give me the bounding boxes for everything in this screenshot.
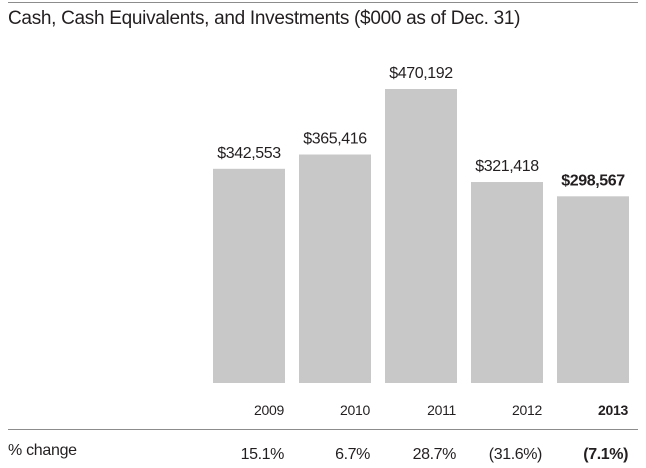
bar-2013 xyxy=(557,196,629,383)
percent-change-2010: 6.7% xyxy=(335,446,370,463)
top-rule xyxy=(8,2,638,3)
value-label-2010: $365,416 xyxy=(303,131,367,148)
percent-change-2009: 15.1% xyxy=(241,446,285,463)
percent-change-label: % change xyxy=(8,442,77,459)
bar-2012 xyxy=(471,182,543,383)
category-label-2009: 2009 xyxy=(254,402,284,418)
category-label-2010: 2010 xyxy=(340,402,370,418)
category-label-2012: 2012 xyxy=(512,402,542,418)
percent-change-2013: (7.1%) xyxy=(583,446,628,463)
value-label-2012: $321,418 xyxy=(475,158,539,175)
divider-rule xyxy=(8,429,638,430)
value-label-2009: $342,553 xyxy=(217,145,281,162)
chart-title: Cash, Cash Equivalents, and Investments … xyxy=(8,8,521,29)
bar-2010 xyxy=(299,154,371,383)
category-label-2011: 2011 xyxy=(427,402,456,418)
category-label-2013: 2013 xyxy=(598,402,628,418)
percent-change-2011: 28.7% xyxy=(413,446,457,463)
bar-2009 xyxy=(213,168,285,383)
percent-change-2012: (31.6%) xyxy=(489,446,542,463)
value-label-2013: $298,567 xyxy=(561,172,625,189)
bar-2011 xyxy=(385,89,457,383)
value-label-2011: $470,192 xyxy=(389,65,453,82)
